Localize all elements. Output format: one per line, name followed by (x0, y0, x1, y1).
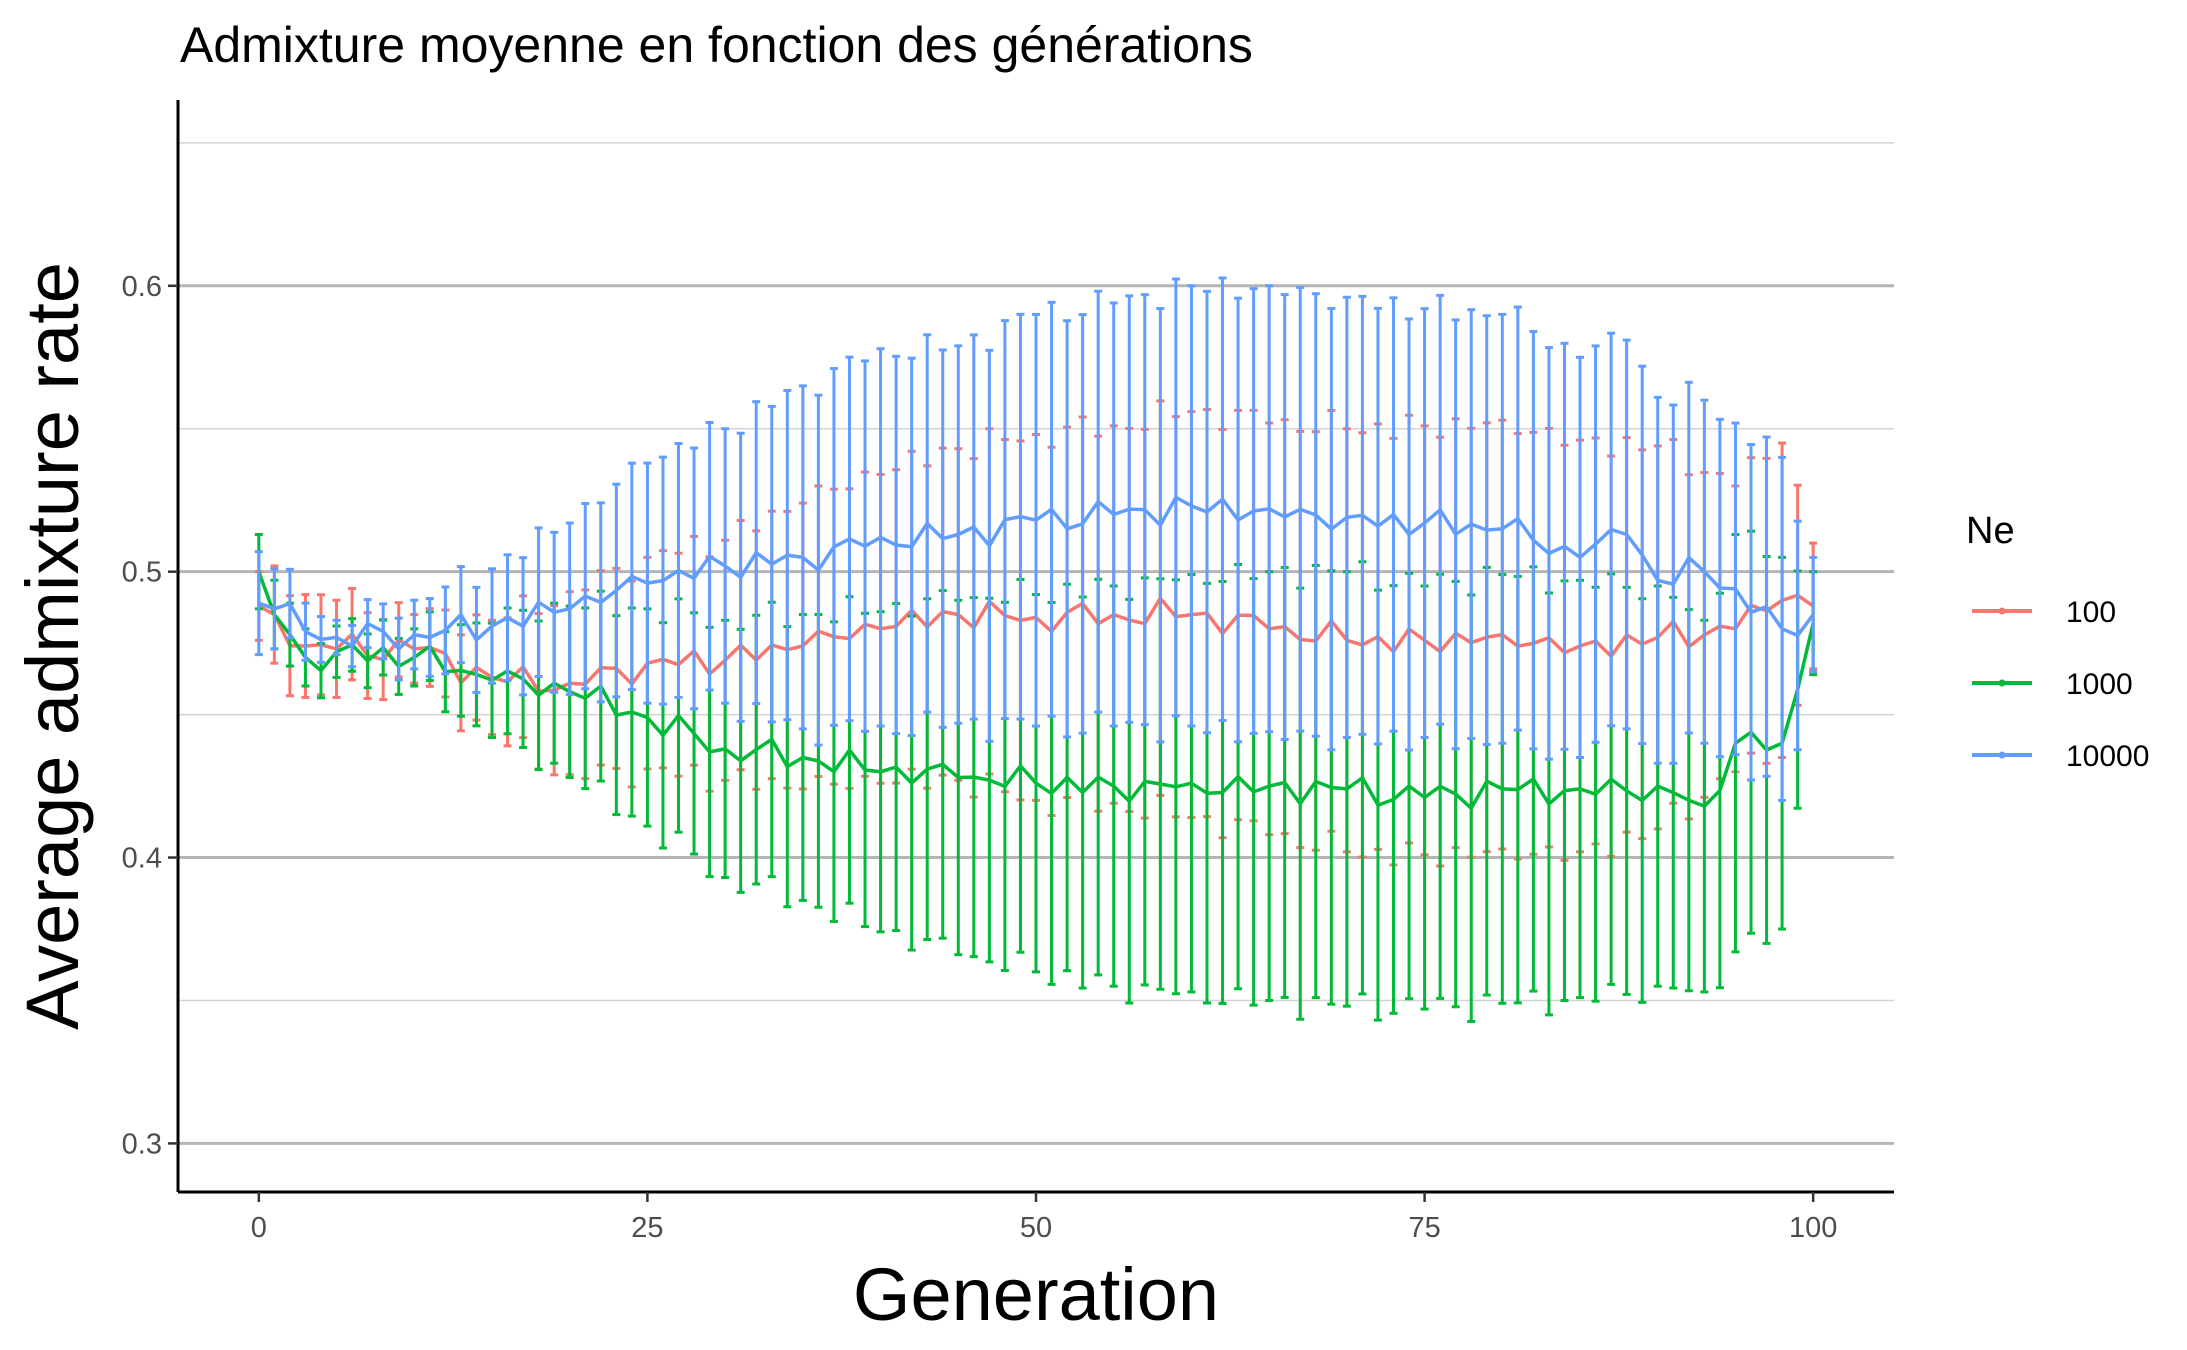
x-tick-label: 0 (251, 1212, 267, 1244)
legend-label-10000: 10000 (2066, 740, 2149, 773)
legend-key-point (1998, 679, 2006, 687)
x-tick-label: 50 (1020, 1212, 1052, 1244)
legend-key-point (1998, 607, 2006, 615)
y-axis-ticks: 0.3 0.4 0.5 0.6 (122, 271, 178, 1160)
plot-series (254, 276, 1818, 1023)
legend: Ne 100 1000 10000 (1966, 510, 2149, 773)
legend-label-1000: 1000 (2066, 668, 2133, 701)
x-axis-title: Generation (853, 1253, 1219, 1336)
legend-label-100: 100 (2066, 596, 2116, 629)
legend-title: Ne (1966, 510, 2015, 552)
chart-title: Admixture moyenne en fonction des généra… (180, 17, 1253, 73)
y-tick-label: 0.4 (122, 843, 162, 875)
y-tick-label: 0.3 (122, 1128, 162, 1160)
x-tick-label: 25 (631, 1212, 663, 1244)
series-line-10000 (258, 495, 1815, 651)
y-axis-title: Average admixture rate (11, 262, 94, 1030)
legend-key-point (1998, 751, 2006, 759)
y-tick-label: 0.6 (122, 271, 162, 303)
x-axis-ticks: 0 25 50 75 100 (251, 1192, 1837, 1244)
x-tick-label: 100 (1789, 1212, 1837, 1244)
series-10000 (254, 276, 1818, 802)
y-tick-label: 0.5 (122, 557, 162, 589)
x-tick-label: 75 (1408, 1212, 1440, 1244)
series-line-1000 (257, 571, 1815, 810)
